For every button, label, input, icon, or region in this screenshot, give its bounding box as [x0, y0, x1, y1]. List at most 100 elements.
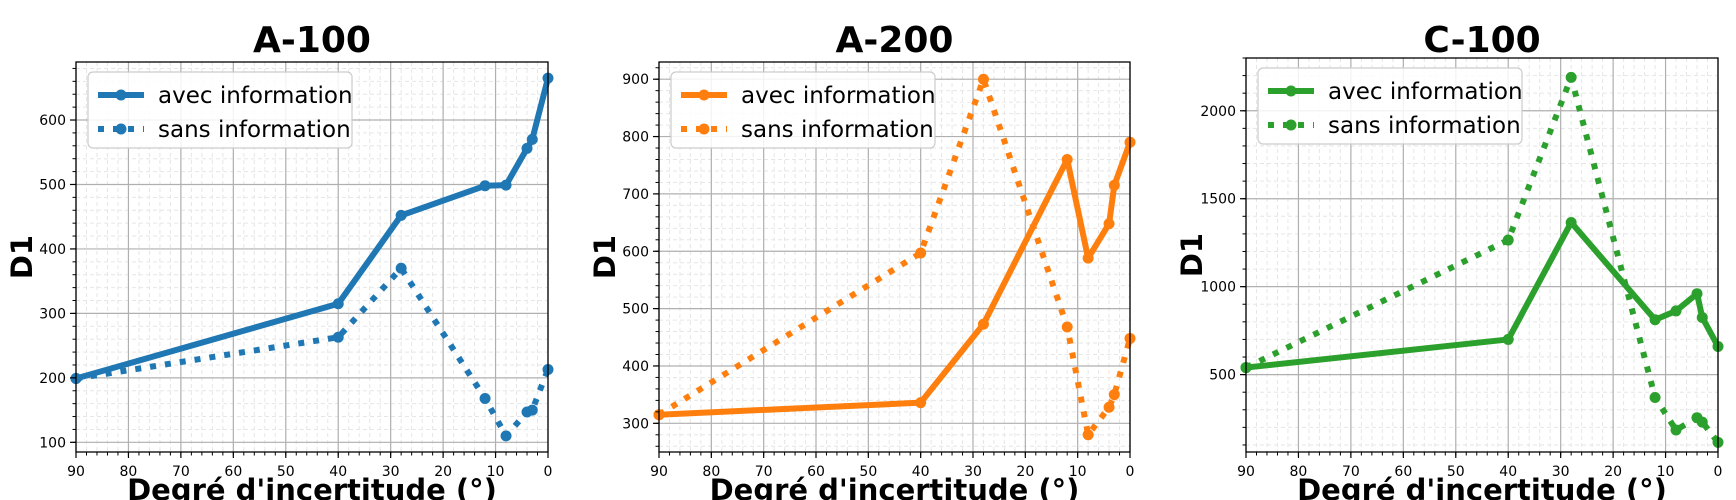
legend-swatch-marker — [698, 89, 710, 101]
data-point — [1061, 154, 1073, 165]
x-tick-label: 20 — [1604, 464, 1622, 480]
x-axis-label: Degré d'incertitude (°) — [127, 473, 497, 500]
data-point — [332, 331, 344, 343]
x-tick-label: 50 — [277, 464, 295, 480]
x-tick-label: 30 — [964, 464, 982, 480]
data-point — [1082, 252, 1094, 264]
data-point — [977, 73, 989, 85]
x-tick-label: 0 — [544, 464, 553, 480]
legend-box — [87, 71, 353, 149]
data-point — [395, 262, 407, 274]
data-point — [1108, 389, 1120, 401]
x-tick-label: 80 — [702, 464, 720, 480]
legend-label: avec information — [741, 83, 936, 109]
legend-box — [670, 71, 936, 149]
data-point — [977, 318, 989, 330]
data-point — [395, 209, 407, 221]
data-point — [1670, 424, 1682, 436]
x-tick-label: 70 — [755, 464, 773, 480]
y-tick-label: 900 — [622, 72, 649, 88]
series-sans-information — [70, 262, 554, 442]
data-point — [1103, 401, 1115, 413]
axes-frame — [658, 61, 1131, 453]
x-tick-label: 20 — [434, 464, 452, 480]
data-point — [1061, 321, 1073, 333]
chart-panel-1: 90 80 70 60 50 40 30 20 10 0100200300400500600A-1… — [5, 20, 554, 500]
legend-swatch-marker — [115, 89, 127, 101]
y-tick-label: 700 — [622, 187, 649, 203]
chart-panel-2: 90 80 70 60 50 40 30 20 10 0 300 400 500 600 700 800 900… — [588, 20, 1136, 500]
data-point — [915, 247, 927, 259]
data-point — [526, 133, 538, 145]
x-tick-label: 60 — [807, 464, 825, 480]
y-tick-label: 1000 — [1200, 280, 1236, 296]
y-tick-label: 300 — [622, 416, 649, 432]
series-line — [658, 141, 1133, 418]
legend-swatch-marker — [115, 123, 127, 135]
x-tick-label: 80 — [120, 464, 138, 480]
y-tick-label: 500 — [39, 177, 66, 193]
y-axis-label: D1 — [5, 235, 39, 279]
y-tick-label: 2000 — [1200, 104, 1236, 120]
y-tick-label: 400 — [622, 359, 649, 375]
data-point — [1108, 179, 1120, 191]
data-point — [526, 404, 538, 416]
y-axis-label: D1 — [588, 235, 622, 279]
x-tick-label: 90 — [67, 464, 85, 480]
legend-label: sans information — [1328, 113, 1521, 139]
data-point — [1670, 305, 1682, 317]
x-tick-label: 40 — [1499, 464, 1517, 480]
x-tick-label: 50 — [859, 464, 877, 480]
x-tick-label: 60 — [1394, 464, 1412, 480]
series-line — [1244, 74, 1721, 445]
x-tick-label: 80 — [1290, 464, 1308, 480]
y-axis-label: D1 — [1175, 233, 1209, 277]
legend-label: avec information — [158, 83, 353, 109]
legend-swatch-marker — [698, 123, 710, 135]
legend: avec information sans information — [670, 71, 936, 149]
data-point — [479, 180, 491, 192]
x-tick-label: 40 — [329, 464, 347, 480]
x-tick-label: 10 — [1069, 464, 1087, 480]
y-tick-label: 600 — [622, 244, 649, 260]
x-tick-label: 90 — [1237, 464, 1255, 480]
y-tick-label: 300 — [39, 306, 66, 322]
y-tick-label: 600 — [39, 113, 66, 129]
legend-swatch-marker — [1285, 119, 1297, 131]
axes-frame — [1245, 57, 1719, 453]
data-point — [500, 179, 512, 191]
x-tick-label: 70 — [172, 464, 190, 480]
data-point — [332, 298, 344, 310]
legend-label: sans information — [158, 117, 351, 143]
x-tick-label: 30 — [1552, 464, 1570, 480]
legend-swatch-marker — [1285, 85, 1297, 97]
y-tick-label: 800 — [622, 130, 649, 146]
data-point — [479, 392, 491, 404]
y-tick-label: 500 — [1209, 368, 1236, 384]
legend: avec information sans information — [87, 71, 353, 149]
data-point — [1649, 391, 1661, 403]
x-tick-label: 0 — [1714, 464, 1723, 480]
x-tick-label: 50 — [1447, 464, 1465, 480]
x-axis-label: Degré d'incertitude (°) — [710, 473, 1080, 500]
legend-label: sans information — [741, 117, 934, 143]
x-tick-label: 90 — [650, 464, 668, 480]
x-tick-label: 70 — [1342, 464, 1360, 480]
data-point — [1565, 71, 1577, 83]
y-tick-label: 200 — [39, 371, 66, 387]
chart-title: A-100 — [253, 20, 371, 61]
chart-title: C-100 — [1423, 20, 1540, 61]
data-point — [1502, 234, 1514, 246]
x-tick-label: 30 — [382, 464, 400, 480]
data-point — [1696, 311, 1708, 323]
data-point — [521, 142, 533, 154]
chart-title: A-200 — [836, 20, 954, 61]
data-point — [1649, 314, 1661, 326]
x-tick-label: 60 — [224, 464, 242, 480]
x-tick-label: 0 — [1126, 464, 1135, 480]
y-tick-label: 400 — [39, 242, 66, 258]
data-point — [1502, 333, 1514, 345]
data-point — [1696, 416, 1708, 428]
chart-panel-3: 90 80 70 60 50 40 30 20 10 0 500 1000 1500 2000 C-100 D… — [1175, 20, 1724, 500]
